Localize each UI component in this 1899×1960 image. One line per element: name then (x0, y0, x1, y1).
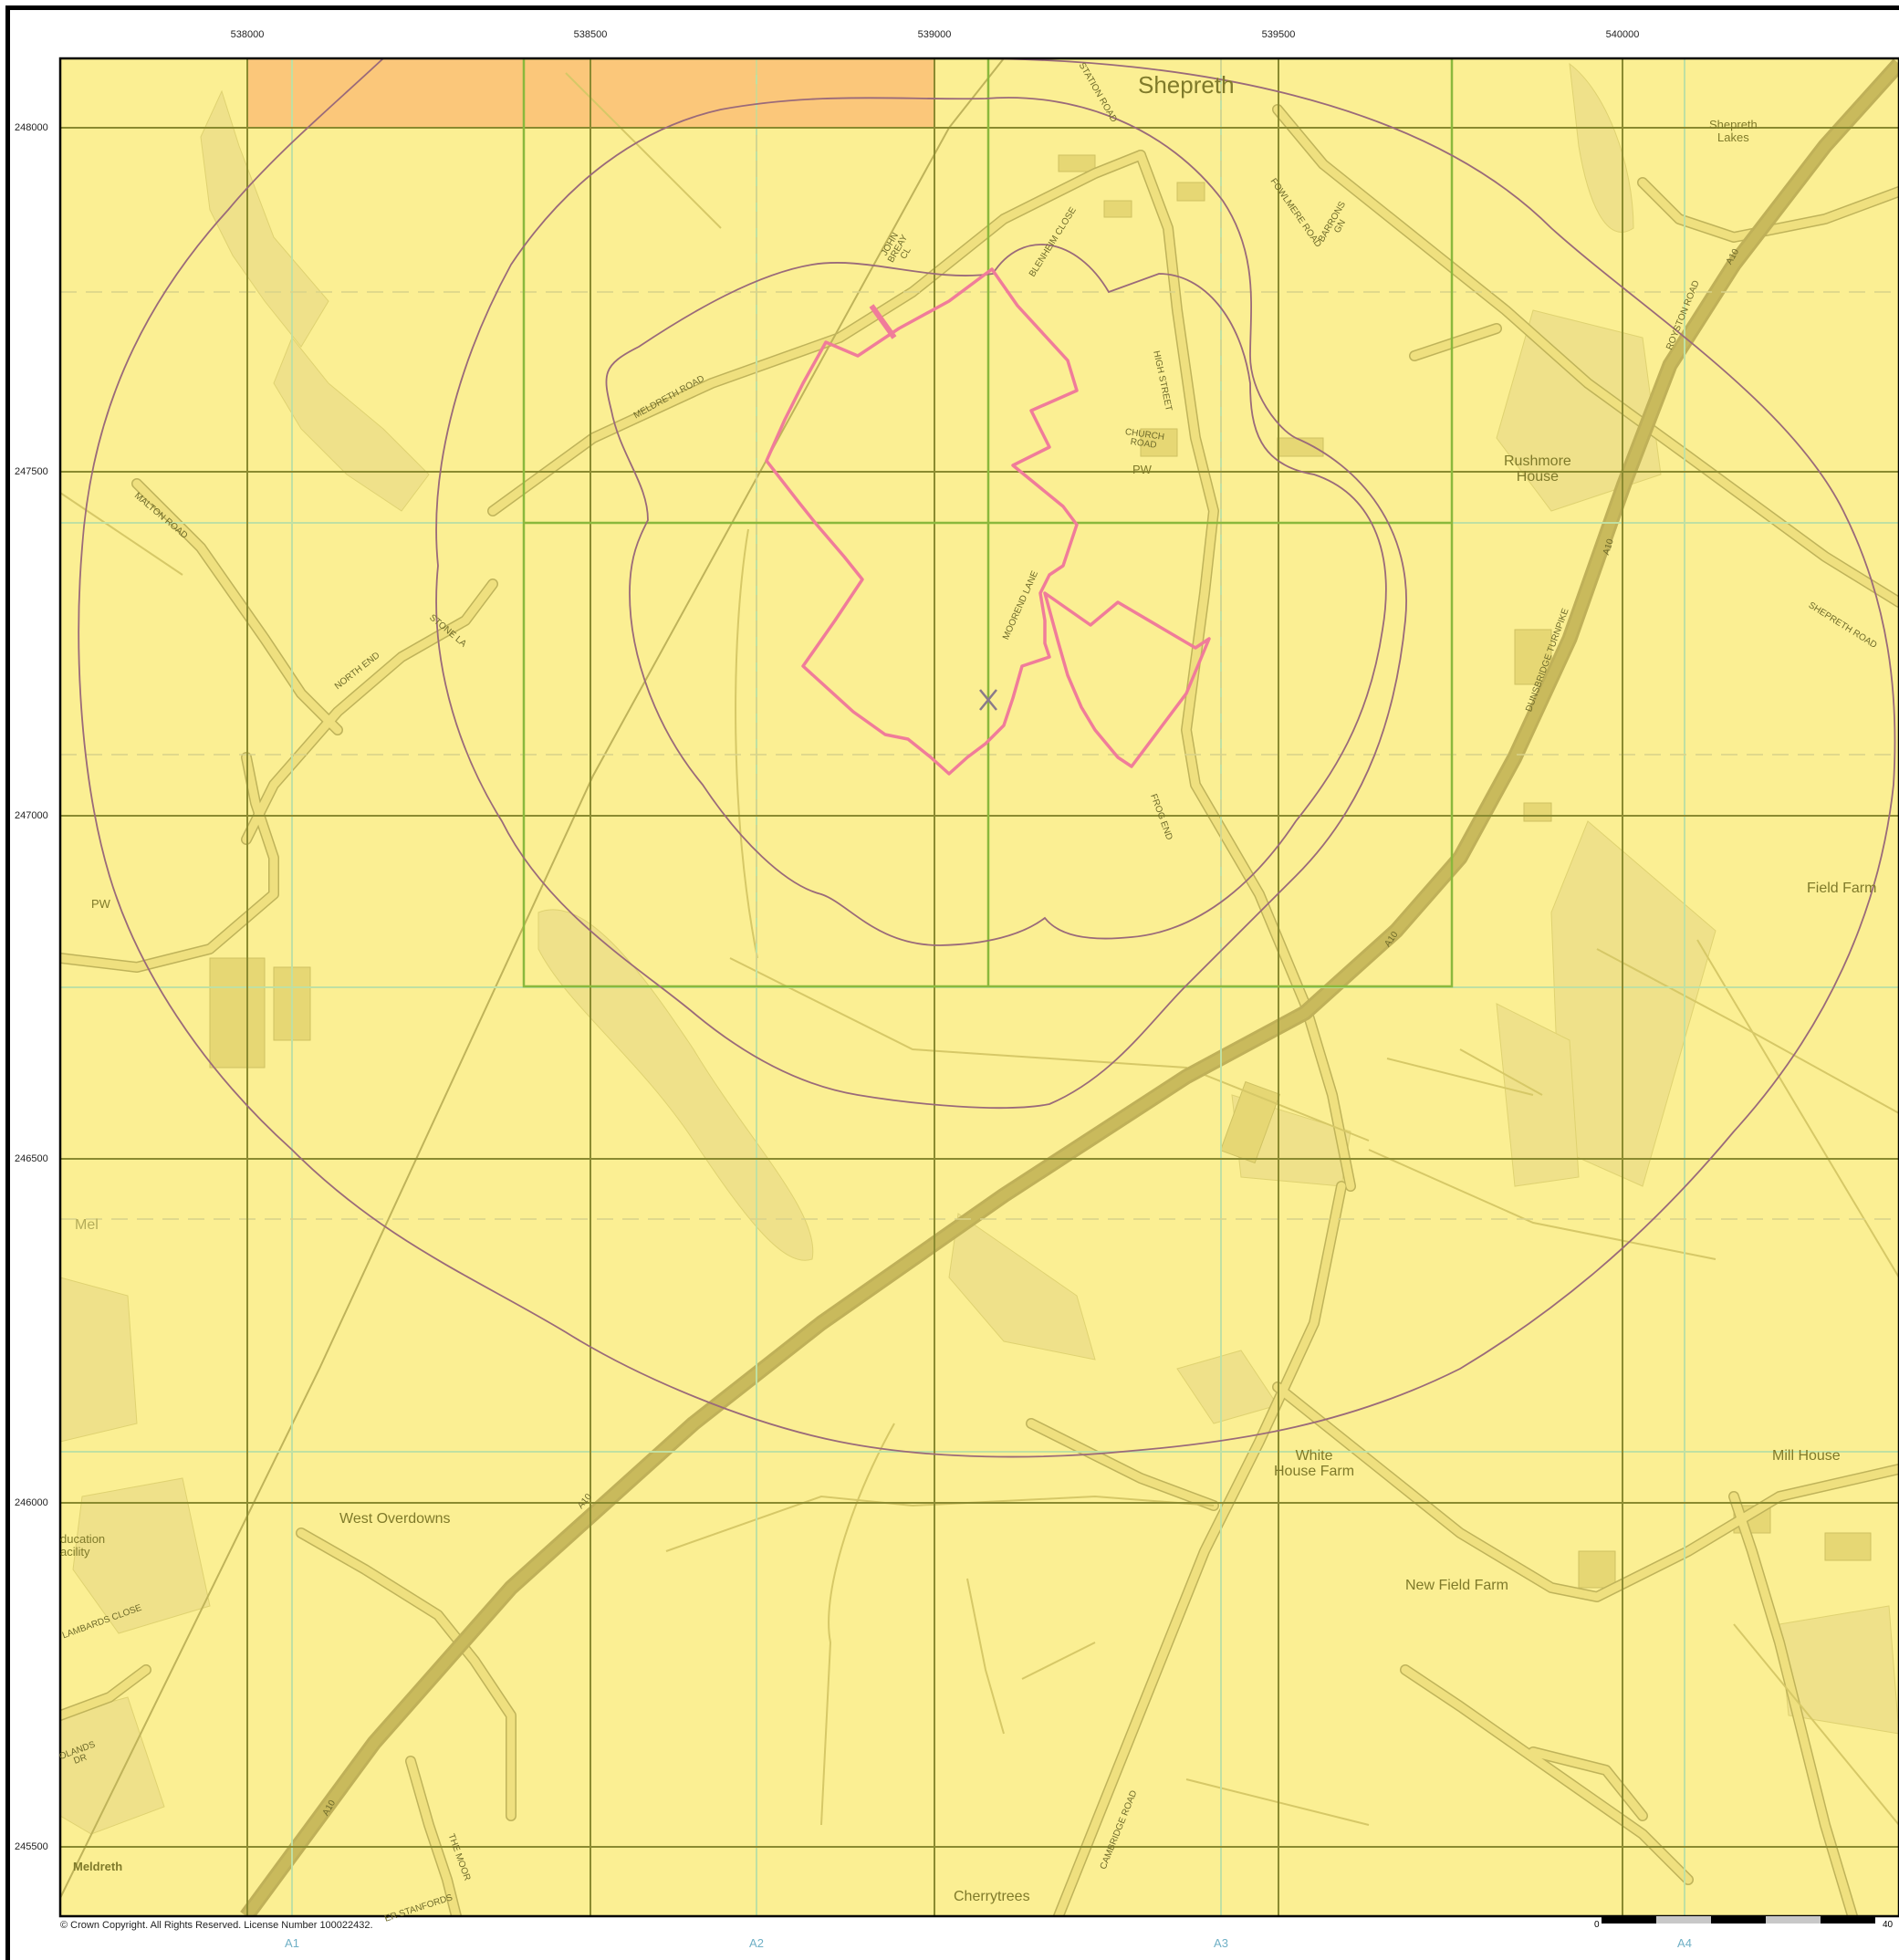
place-white-house-farm: White House Farm (1274, 1448, 1355, 1479)
northing-label-247500: 247500 (15, 466, 48, 477)
easting-label-539500: 539500 (1261, 29, 1296, 40)
place-cherrytrees: Cherrytrees (954, 1889, 1030, 1904)
northing-label-248000: 248000 (15, 122, 48, 133)
easting-label-539000: 539000 (917, 29, 952, 40)
northing-label-247000: 247000 (15, 810, 48, 821)
minor-roads (60, 104, 1899, 1916)
frame-left-border (5, 5, 10, 1960)
buffer-ring-middle (435, 97, 1407, 1110)
scale-start-label: 0 (1594, 1920, 1600, 1930)
place-west-overdowns: West Overdowns (339, 1511, 451, 1527)
railway-line (60, 58, 1005, 1899)
easting-label-538500: 538500 (573, 29, 608, 40)
northing-label-245500: 245500 (15, 1841, 48, 1852)
scale-bar (1602, 1916, 1875, 1924)
place-mill-house: Mill House (1772, 1448, 1841, 1464)
place-shepreth: Shepreth (1138, 71, 1235, 99)
buffer-rings (78, 58, 1896, 1458)
sheet-ref-a2: A2 (749, 1936, 764, 1950)
place-pw-church: PW (1132, 463, 1152, 476)
place-pw-west: PW (91, 897, 110, 911)
frame-top-border (5, 5, 1899, 10)
buffer-ring-inner (605, 244, 1387, 946)
place-rushmore-house: Rushmore House (1504, 454, 1571, 485)
place-meldreth: Meldreth (73, 1860, 123, 1873)
northing-label-246000: 246000 (15, 1497, 48, 1508)
scale-end-label: 40 (1883, 1920, 1894, 1930)
search-area-grid (522, 58, 1454, 988)
sheet-ref-a3: A3 (1214, 1936, 1228, 1950)
northing-label-246500: 246500 (15, 1153, 48, 1164)
easting-label-540000: 540000 (1605, 29, 1640, 40)
buffer-ring-outer (78, 58, 1896, 1458)
major-grid (60, 58, 1899, 1916)
a10-road-center (242, 60, 1899, 1916)
place-new-field-farm: New Field Farm (1405, 1578, 1508, 1593)
sheet-ref-a1: A1 (285, 1936, 299, 1950)
site-centroid-marker (979, 689, 997, 711)
map-frame (58, 57, 1899, 1918)
sheet-ref-a4: A4 (1677, 1936, 1692, 1950)
copyright-notice: © Crown Copyright. All Rights Reserved. … (60, 1920, 373, 1931)
place-field-farm: Field Farm (1807, 881, 1877, 896)
place-education-facility: ducation acility (60, 1532, 106, 1559)
place-shepreth-lakes: Shepreth Lakes (1709, 118, 1758, 144)
easting-label-538000: 538000 (230, 29, 265, 40)
vegetation-areas (60, 62, 1899, 1835)
place-mel-partial: Mel (75, 1217, 99, 1233)
site-boundary (765, 267, 1211, 776)
